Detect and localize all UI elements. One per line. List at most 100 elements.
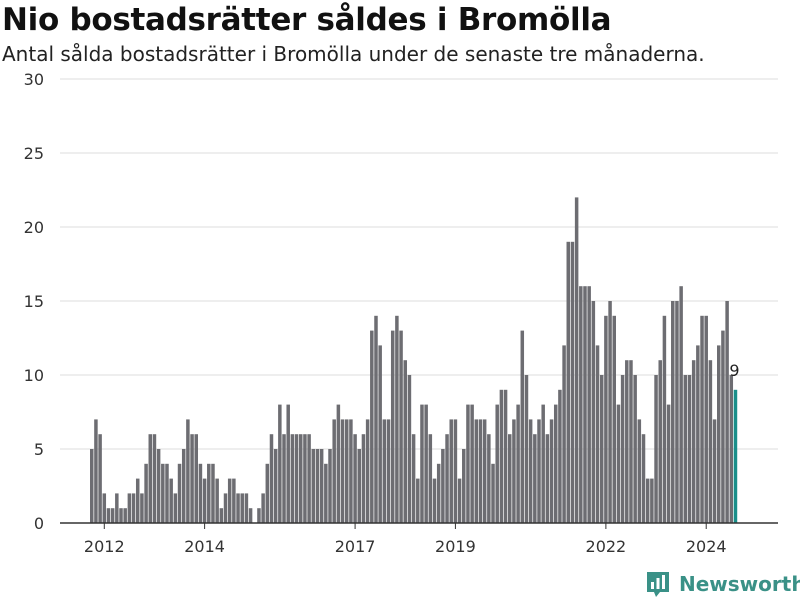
bar: [223, 493, 228, 523]
bar: [115, 493, 119, 523]
bar: [365, 419, 370, 523]
y-tick-label: 15: [24, 292, 44, 311]
bar: [181, 449, 186, 523]
y-tick-label: 20: [24, 218, 44, 237]
bar: [156, 449, 161, 523]
x-axis-ticks: 2012 2014 2017 2019 2022 2024: [84, 523, 727, 556]
bar: [691, 360, 696, 523]
bar: [177, 463, 182, 523]
bar: [152, 434, 157, 523]
bar: [708, 360, 713, 523]
bar: [704, 315, 708, 523]
newsworthy-logo[interactable]: Newsworthy: [645, 569, 800, 599]
bar: [633, 375, 637, 523]
bar: [202, 478, 207, 523]
bar: [516, 404, 520, 523]
bar: [119, 508, 123, 523]
bar: [436, 463, 441, 523]
bar: [449, 419, 453, 523]
bar: [487, 434, 491, 523]
bar: [570, 241, 575, 524]
bar: [190, 434, 194, 523]
bar: [574, 197, 579, 523]
bar: [386, 419, 391, 523]
bar: [683, 375, 688, 523]
bar: [696, 345, 700, 523]
bar: [687, 375, 692, 523]
bar: [541, 404, 545, 523]
bar: [645, 478, 650, 523]
bar: [269, 434, 274, 523]
bar: [537, 419, 541, 523]
bar: [307, 434, 311, 523]
bar: [240, 493, 244, 523]
bar: [466, 404, 470, 523]
bar: [165, 463, 169, 523]
chart-title: Nio bostadsrätter såldes i Bromölla: [2, 2, 612, 38]
bar: [549, 419, 554, 523]
x-tick-label: 2019: [435, 537, 476, 556]
bar: [131, 493, 136, 523]
y-tick-label: 10: [24, 366, 44, 385]
bar: [616, 404, 621, 523]
bar: [654, 375, 658, 523]
bar: [499, 389, 504, 523]
y-axis-labels: 0 5 10 15 20 25 30: [24, 70, 44, 533]
bar: [666, 404, 671, 523]
bar: [566, 241, 571, 524]
bar: [591, 301, 596, 523]
bar: [441, 449, 445, 523]
bar: [625, 360, 629, 523]
bar: [478, 419, 483, 523]
bar: [278, 404, 282, 523]
chart-subtitle: Antal sålda bostadsrätter i Bromölla und…: [2, 42, 705, 66]
bar: [169, 478, 173, 523]
bar: [675, 301, 679, 523]
bar: [403, 360, 407, 523]
bar: [374, 315, 378, 523]
bar: [261, 493, 265, 523]
bar: [144, 463, 148, 523]
bar: [558, 389, 562, 523]
bar: [378, 345, 382, 523]
bar: [411, 434, 416, 523]
bar: [717, 345, 721, 523]
bar: [470, 404, 474, 523]
bar: [416, 478, 420, 523]
bar: [349, 419, 353, 523]
bar: [98, 434, 102, 523]
bar: [428, 434, 433, 523]
bar: [311, 449, 316, 523]
bar: [545, 434, 550, 523]
y-tick-label: 0: [34, 514, 44, 533]
bar: [344, 419, 349, 523]
bar: [94, 419, 98, 523]
bar: [620, 375, 625, 523]
bar: [127, 493, 132, 523]
bar: [650, 478, 654, 523]
bar: [562, 345, 566, 523]
bar: [198, 463, 203, 523]
bar: [353, 434, 357, 523]
bar: [662, 315, 667, 523]
last-value-label: 9: [729, 361, 739, 380]
x-tick-label: 2014: [184, 537, 225, 556]
bar: [290, 434, 295, 523]
bar: [102, 493, 107, 523]
bar: [140, 493, 144, 523]
bar: [587, 286, 591, 523]
bar: [248, 508, 253, 523]
bar: [219, 508, 224, 523]
y-tick-label: 25: [24, 144, 44, 163]
bar: [336, 404, 341, 523]
bar-highlight: [733, 389, 738, 523]
bar: [286, 404, 290, 523]
bar: [390, 330, 395, 523]
bar: [215, 478, 219, 523]
bar: [123, 508, 127, 523]
bar: [382, 419, 387, 523]
bar: [340, 419, 345, 523]
bar: [211, 463, 215, 523]
bar: [612, 315, 616, 523]
bar: [148, 434, 153, 523]
